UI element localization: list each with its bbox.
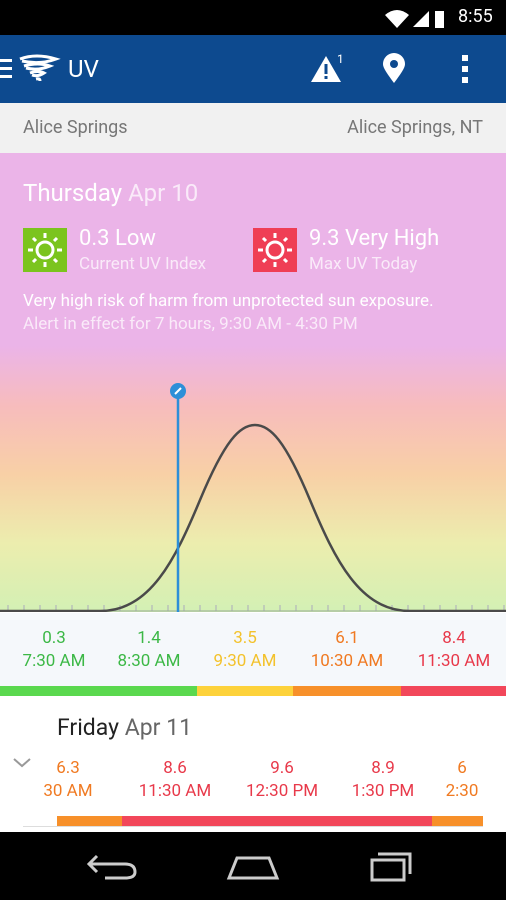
hour: 6 2:30 bbox=[407, 757, 506, 803]
hourly-row: 0.3 7:30 AM 1.4 8:30 AM 3.5 9:30 AM 6.1 10:3… bbox=[0, 613, 506, 686]
forecast-card[interactable]: Friday Apr 11 6.3 30 AM 8.6 11:30 AM 9.6 12… bbox=[0, 697, 506, 832]
back-button[interactable] bbox=[85, 852, 141, 882]
hour: 6.3 30 AM bbox=[13, 757, 123, 803]
forecast-heading: Friday Apr 11 bbox=[57, 714, 192, 741]
hour: 9.6 12:30 PM bbox=[227, 757, 337, 803]
time: 30 AM bbox=[43, 781, 93, 801]
city[interactable]: Alice Springs bbox=[23, 117, 128, 138]
uv-value: 3.5 bbox=[233, 628, 257, 648]
menu-logo[interactable] bbox=[0, 53, 62, 87]
day: Friday bbox=[57, 714, 120, 741]
hour: 8.6 11:30 AM bbox=[120, 757, 230, 803]
today-panel: Thursday Apr 10 0.3 Low Current UV Index… bbox=[0, 153, 506, 612]
time: 12:30 PM bbox=[245, 781, 319, 801]
uv-value: 9.6 bbox=[270, 758, 294, 778]
alert-badge: 1 bbox=[337, 52, 344, 66]
hour: 8.9 1:30 PM bbox=[328, 757, 438, 803]
current-uv: 0.3 Low bbox=[79, 226, 156, 251]
nav-bar bbox=[0, 832, 506, 900]
uv-value: 6 bbox=[457, 758, 467, 778]
date: Apr 10 bbox=[128, 179, 199, 207]
day-heading: Thursday Apr 10 bbox=[23, 179, 198, 207]
max-uv-icon bbox=[253, 228, 297, 272]
alert-detail: Alert in effect for 7 hours, 9:30 AM - 4… bbox=[23, 314, 358, 334]
time: 7:30 AM bbox=[22, 651, 86, 671]
location-bar: Alice Springs Alice Springs, NT bbox=[0, 103, 506, 154]
uv-value: 6.3 bbox=[56, 758, 80, 778]
time: 2:30 bbox=[445, 781, 479, 801]
alert-text: Very high risk of harm from unprotected … bbox=[23, 290, 443, 336]
app-bar: UV 1 bbox=[0, 35, 506, 103]
time: 10:30 AM bbox=[310, 651, 384, 671]
max-uv-level: Very High bbox=[345, 226, 440, 251]
alert-button[interactable] bbox=[310, 53, 346, 85]
time: 11:30 AM bbox=[417, 651, 491, 671]
alert-headline: Very high risk of harm from unprotected … bbox=[23, 291, 434, 311]
recents-button[interactable] bbox=[368, 850, 414, 884]
uv-value: 0.3 bbox=[42, 628, 66, 648]
uv-curve-chart bbox=[0, 383, 506, 612]
divider bbox=[23, 826, 483, 827]
clock: 8:55 bbox=[458, 6, 493, 27]
time: 11:30 AM bbox=[138, 781, 212, 801]
max-uv-label: Max UV Today bbox=[309, 254, 418, 274]
region: Alice Springs, NT bbox=[347, 117, 483, 138]
uv-level-bar bbox=[0, 686, 506, 696]
home-button[interactable] bbox=[225, 852, 281, 882]
hour: 1.4 8:30 AM bbox=[94, 627, 204, 673]
uv-value: 8.4 bbox=[442, 628, 466, 648]
hour: 3.5 9:30 AM bbox=[190, 627, 300, 673]
cursor-arrow bbox=[174, 387, 182, 395]
hour: 6.1 10:30 AM bbox=[292, 627, 402, 673]
current-uv-label: Current UV Index bbox=[79, 254, 207, 274]
current-uv-value: 0.3 bbox=[79, 226, 110, 251]
forecast-level-bar bbox=[57, 816, 483, 826]
day: Thursday bbox=[23, 179, 123, 207]
uv-value: 8.6 bbox=[163, 758, 187, 778]
uv-curve bbox=[0, 423, 506, 612]
time: 8:30 AM bbox=[117, 651, 181, 671]
uv-value: 8.9 bbox=[371, 758, 395, 778]
time: 1:30 PM bbox=[351, 781, 415, 801]
date: Apr 11 bbox=[124, 714, 193, 741]
app-title: UV bbox=[68, 55, 99, 83]
current-uv-icon bbox=[23, 228, 67, 272]
uv-value: 1.4 bbox=[137, 628, 161, 648]
max-uv-value: 9.3 bbox=[309, 226, 340, 251]
hour: 0.3 7:30 AM bbox=[0, 627, 109, 673]
uv-value: 6.1 bbox=[335, 628, 359, 648]
max-uv: 9.3 Very High bbox=[309, 226, 439, 251]
expand-chevron[interactable] bbox=[12, 757, 32, 769]
hour: 8.4 11:30 AM bbox=[399, 627, 506, 673]
status-icons bbox=[385, 10, 444, 28]
current-uv-level: Low bbox=[115, 226, 156, 251]
overflow-menu[interactable] bbox=[458, 53, 472, 85]
location-button[interactable] bbox=[381, 53, 407, 85]
time: 9:30 AM bbox=[213, 651, 277, 671]
status-bar: 8:55 bbox=[0, 0, 506, 35]
